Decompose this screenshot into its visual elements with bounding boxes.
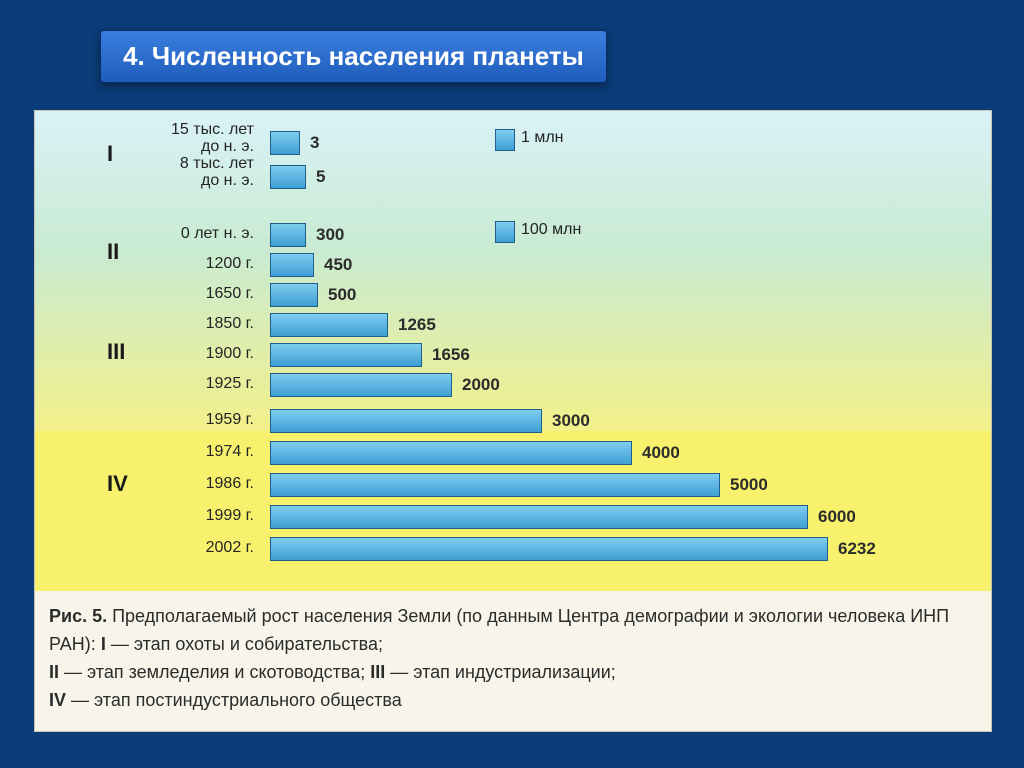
year-label: 15 тыс. летдо н. э. — [35, 121, 254, 155]
value-label: 4000 — [642, 443, 680, 463]
value-label: 2000 — [462, 375, 500, 395]
data-row: 1925 г. 2000 — [35, 371, 991, 401]
bar — [270, 441, 632, 465]
value-label: 1656 — [432, 345, 470, 365]
caption-s4: IV — [49, 690, 66, 710]
value-label: 3000 — [552, 411, 590, 431]
value-label: 3 — [310, 133, 319, 153]
bar — [270, 505, 808, 529]
bar — [270, 283, 318, 307]
value-label: 450 — [324, 255, 352, 275]
data-row: 1200 г. 450 — [35, 251, 991, 281]
value-label: 5000 — [730, 475, 768, 495]
year-label: 1900 г. — [35, 345, 254, 363]
year-label: 1959 г. — [35, 411, 254, 429]
figure-panel: IIIIIIIV1 млн100 млн15 тыс. летдо н. э.3… — [34, 110, 992, 732]
slide-title: 4. Численность населения планеты — [123, 41, 584, 71]
year-label: 1974 г. — [35, 443, 254, 461]
value-label: 6232 — [838, 539, 876, 559]
value-label: 500 — [328, 285, 356, 305]
year-label: 1850 г. — [35, 315, 254, 333]
bar — [270, 131, 300, 155]
bar — [270, 373, 452, 397]
year-label: 1925 г. — [35, 375, 254, 393]
figure-caption: Рис. 5. Предполагаемый рост населения Зе… — [49, 603, 971, 715]
bar — [270, 165, 306, 189]
caption-s3: III — [370, 662, 385, 682]
year-label: 1650 г. — [35, 285, 254, 303]
bar — [270, 253, 314, 277]
data-row: 1959 г. 3000 — [35, 407, 991, 437]
caption-lead: Рис. 5. — [49, 606, 107, 626]
caption-t2: — этап земледелия и скотоводства; — [59, 662, 370, 682]
caption-s2: II — [49, 662, 59, 682]
bar — [270, 313, 388, 337]
bar — [270, 223, 306, 247]
year-label: 0 лет н. э. — [35, 225, 254, 243]
data-row: 1999 г. 6000 — [35, 503, 991, 533]
value-label: 6000 — [818, 507, 856, 527]
year-label: 2002 г. — [35, 539, 254, 557]
bar — [270, 409, 542, 433]
value-label: 300 — [316, 225, 344, 245]
data-row: 1650 г. 500 — [35, 281, 991, 311]
caption-t1: — этап охоты и собирательства; — [106, 634, 383, 654]
year-label: 1200 г. — [35, 255, 254, 273]
year-label: 1986 г. — [35, 475, 254, 493]
slide-title-card: 4. Численность населения планеты — [100, 30, 607, 83]
data-row: 1900 г. 1656 — [35, 341, 991, 371]
bar — [270, 343, 422, 367]
data-row: 2002 г. 6232 — [35, 535, 991, 565]
data-row: 1850 г. 1265 — [35, 311, 991, 341]
caption-t3: — этап индустриализации; — [385, 662, 615, 682]
bar — [270, 473, 720, 497]
year-label: 1999 г. — [35, 507, 254, 525]
chart-area: IIIIIIIV1 млн100 млн15 тыс. летдо н. э.3… — [35, 111, 991, 591]
data-row: 1974 г. 4000 — [35, 439, 991, 469]
year-label: 8 тыс. летдо н. э. — [35, 155, 254, 189]
value-label: 5 — [316, 167, 325, 187]
bar — [270, 537, 828, 561]
caption-t4: — этап постиндустриального общества — [66, 690, 402, 710]
data-row: 0 лет н. э. 300 — [35, 221, 991, 251]
value-label: 1265 — [398, 315, 436, 335]
data-row: 1986 г. 5000 — [35, 471, 991, 501]
data-row: 8 тыс. летдо н. э.5 — [35, 163, 991, 193]
